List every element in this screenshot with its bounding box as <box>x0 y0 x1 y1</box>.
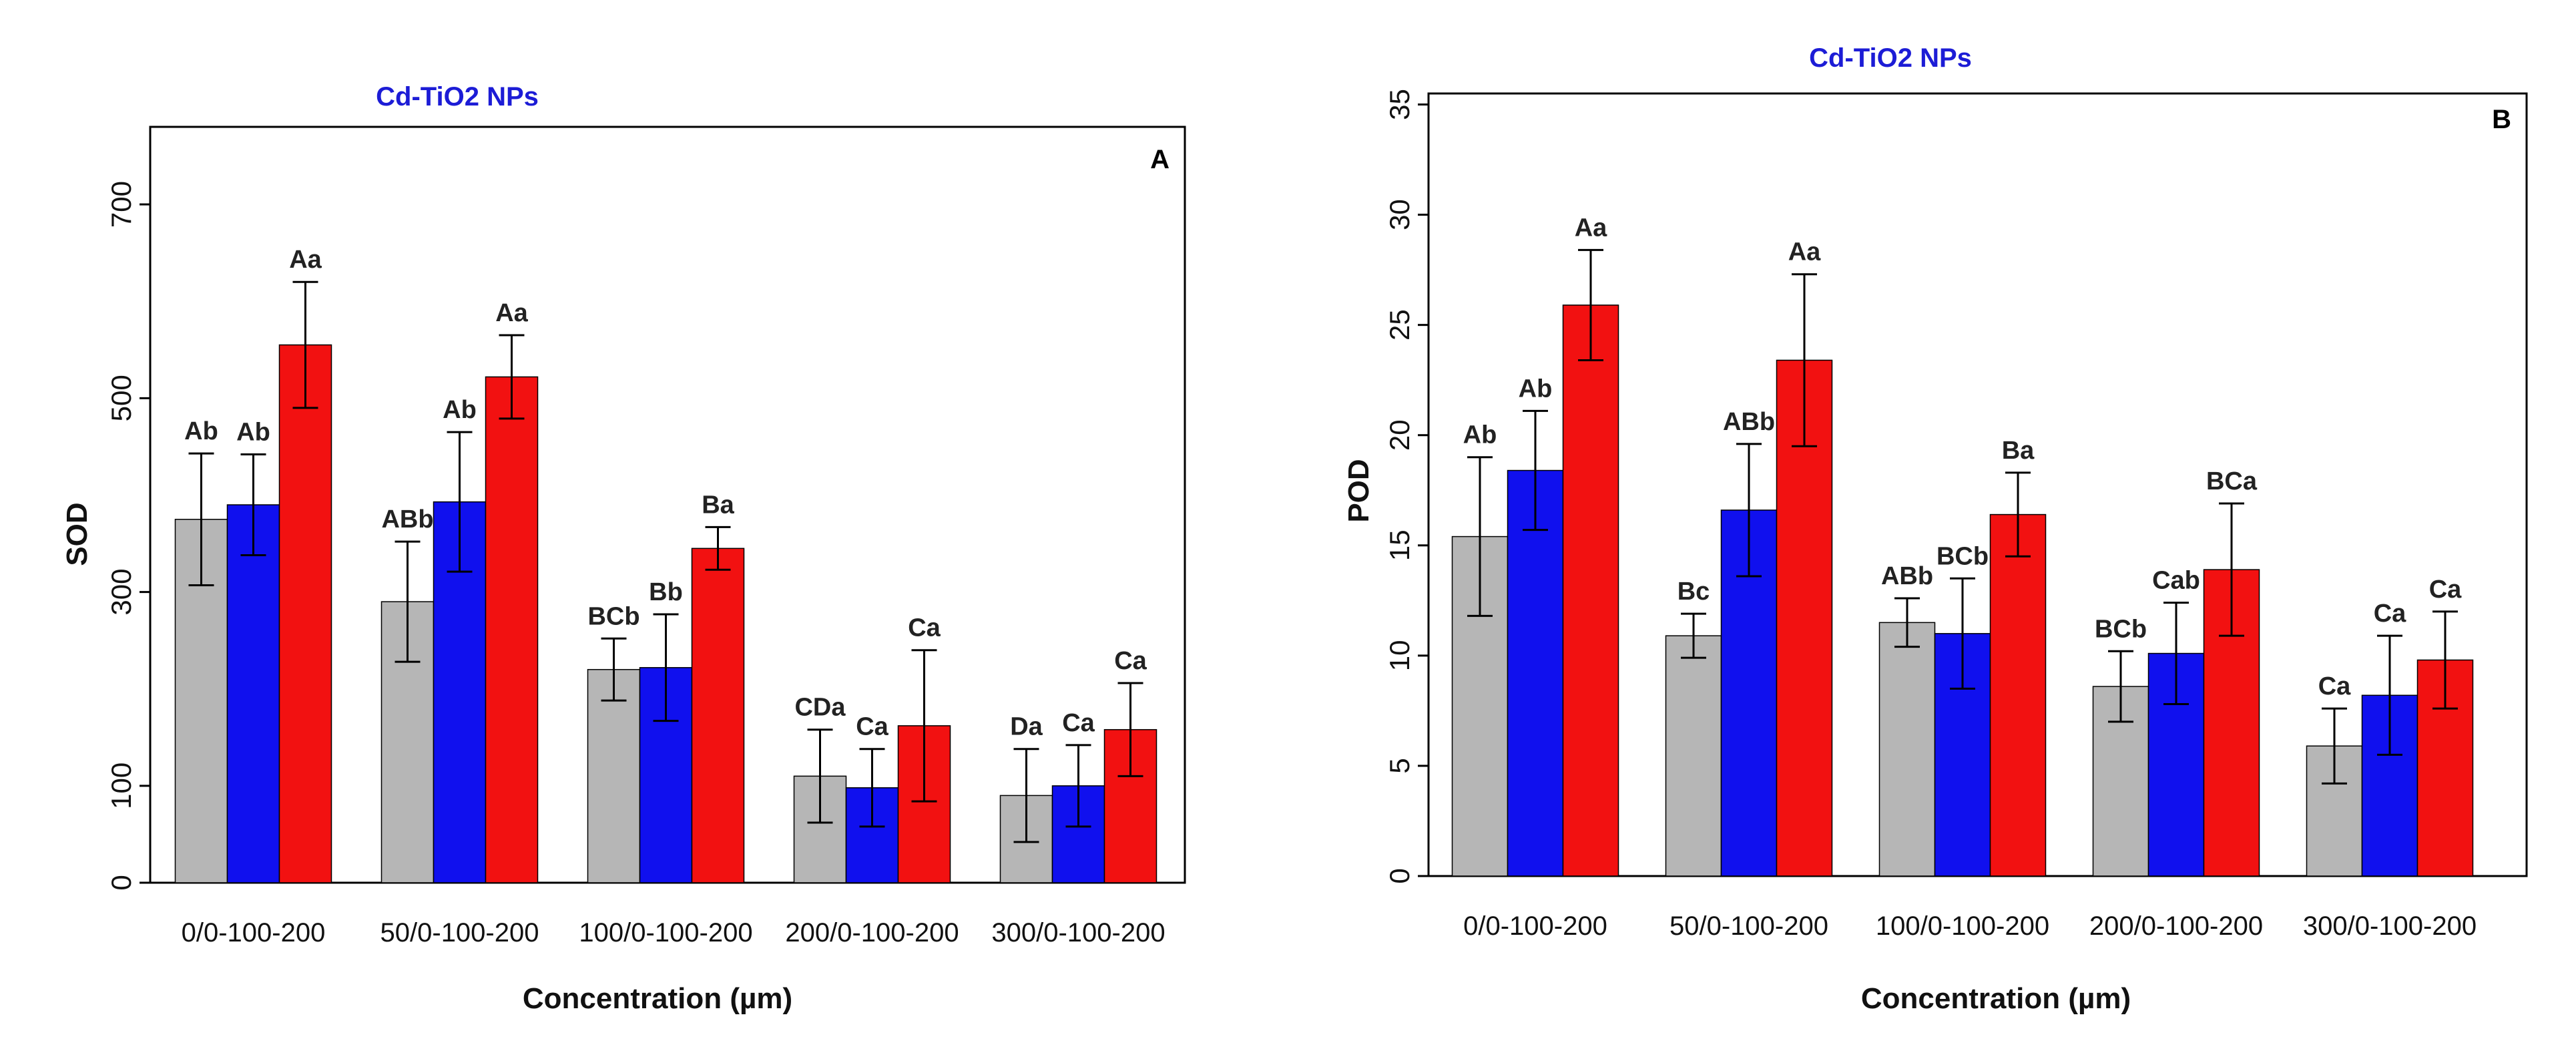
bar-label: Cab <box>2152 567 2200 595</box>
bar-label: BCb <box>2095 615 2147 643</box>
x-tick-label: 100/0-100-200 <box>579 918 752 947</box>
bar-label: Ab <box>184 417 218 445</box>
bar-label: Ca <box>1114 647 1147 675</box>
x-tick-label: 50/0-100-200 <box>380 918 539 947</box>
y-tick-label: 700 <box>105 181 137 228</box>
y-tick-label: 15 <box>1384 529 1415 561</box>
panel-letter: B <box>2492 105 2511 134</box>
chart-title: Cd-TiO2 NPs <box>376 82 539 112</box>
bar <box>1989 513 2047 877</box>
bar-label: Ab <box>236 419 270 447</box>
bar <box>1507 469 1564 877</box>
bar <box>485 376 539 883</box>
bar <box>1051 785 1105 883</box>
x-tick-label: 0/0-100-200 <box>182 918 326 947</box>
y-tick-label: 10 <box>1384 640 1415 671</box>
y-tick-label: 100 <box>105 763 137 809</box>
bar-label: Ab <box>1463 421 1497 449</box>
x-tick-label: 100/0-100-200 <box>1876 911 2049 941</box>
bar-label: Ca <box>856 713 888 741</box>
bar-label: Ca <box>2374 600 2406 628</box>
bar-label: Bc <box>1678 578 1710 606</box>
bar-label: Ca <box>1062 709 1095 737</box>
bar-label: Aa <box>1575 214 1607 242</box>
chart-title: Cd-TiO2 NPs <box>1809 43 1972 73</box>
bar-label: Ca <box>2429 576 2462 604</box>
y-tick-label: 5 <box>1384 758 1415 773</box>
x-axis-label: Concentration (µm) <box>523 982 792 1015</box>
x-tick-label: 50/0-100-200 <box>1669 911 1828 941</box>
bar <box>2147 652 2205 877</box>
x-tick-label: 200/0-100-200 <box>785 918 959 947</box>
y-axis-label: SOD <box>61 502 93 566</box>
bar-label: Ca <box>908 614 941 642</box>
bar-label: Aa <box>1788 238 1821 266</box>
y-tick-label: 30 <box>1384 199 1415 230</box>
y-tick-label: 0 <box>105 875 137 890</box>
bar-label: Bb <box>649 578 683 606</box>
y-tick-label: 0 <box>1384 868 1415 883</box>
bar-label: Ab <box>443 396 477 424</box>
bar-label: Ca <box>2318 672 2351 700</box>
x-tick-label: 0/0-100-200 <box>1463 911 1607 941</box>
y-tick-label: 25 <box>1384 309 1415 341</box>
x-tick-label: 300/0-100-200 <box>991 918 1165 947</box>
bar-label: Aa <box>289 246 322 274</box>
bar-label: Da <box>1010 713 1043 741</box>
bar-label: BCb <box>1937 542 1989 570</box>
bar-label: CDa <box>794 694 846 722</box>
bar-label: Aa <box>495 299 528 327</box>
chart-sod: Cd-TiO2 NPs SOD Concentration (µm) A 0 10… <box>61 82 1186 1015</box>
bar <box>691 548 745 883</box>
y-tick-label: 35 <box>1384 89 1415 120</box>
y-tick-label: 20 <box>1384 419 1415 451</box>
x-tick-label: 300/0-100-200 <box>2303 911 2477 941</box>
bar <box>1878 622 1936 877</box>
chart-pod: Cd-TiO2 NPs POD Concentration (µm) B 0 5 1… <box>1342 43 2528 1015</box>
y-tick-label: 300 <box>105 569 137 616</box>
bar-label: BCa <box>2206 467 2258 495</box>
y-axis-label: POD <box>1342 459 1375 522</box>
bar-label: ABb <box>1881 562 1933 590</box>
x-tick-label: 200/0-100-200 <box>2089 911 2263 941</box>
bar-label: ABb <box>381 505 433 534</box>
bar <box>1562 304 1619 877</box>
bar-label: Ba <box>2002 437 2035 465</box>
bar-label: Ba <box>702 491 734 519</box>
x-axis-label: Concentration (µm) <box>1861 982 2131 1015</box>
bar <box>1665 635 1722 877</box>
bar <box>226 504 280 883</box>
y-tick-label: 500 <box>105 375 137 421</box>
bar-label: BCb <box>587 602 639 630</box>
bar <box>278 344 332 883</box>
bar-label: Ab <box>1519 375 1553 403</box>
panel-letter: A <box>1150 145 1170 174</box>
bar-label: ABb <box>1723 408 1775 436</box>
